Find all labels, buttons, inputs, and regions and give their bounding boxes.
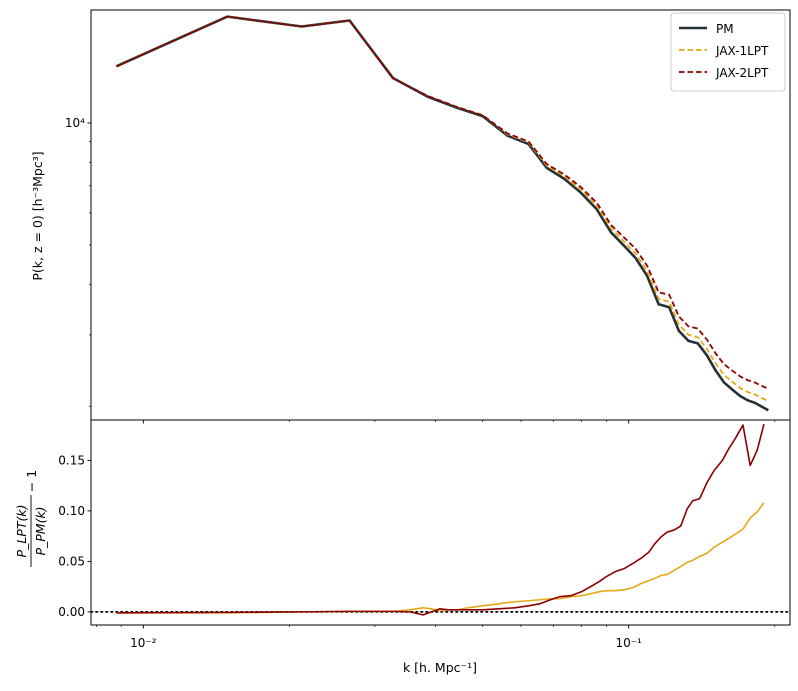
legend-label-jax-1lpt: JAX-1LPT [715,44,769,58]
bottom-ytick-label: 0.10 [58,504,85,518]
bottom-plot-frame [90,419,791,626]
bottom-ylabel-suffix: − 1 [24,470,39,492]
bottom-ytick-label: 0.00 [58,605,85,619]
bottom-xtick-label: 10⁻² [130,636,157,650]
bottom-ytick-label: 0.15 [58,453,85,467]
top-ylabel: P(k, z = 0) [h⁻³Mpc³] [30,151,45,280]
bottom-xtick-label: 10⁻¹ [615,636,642,650]
legend-label-pm: PM [716,22,734,36]
xlabel: k [h. Mpc⁻¹] [403,660,477,675]
bottom-series-jax-1lpt [116,502,765,614]
bottom-ylabel: P_LPT(k) P_PM(k) − 1 [14,470,48,567]
bottom-series-jax-2lpt [116,423,765,616]
bottom-ylabel-denominator: P_PM(k) [33,506,48,555]
top-series-jax-2lpt [116,15,769,390]
legend-label-jax-2lpt: JAX-2LPT [715,66,769,80]
bottom-panel: 0.00 0.05 0.10 0.15 10⁻² 10⁻¹ [58,419,791,650]
bottom-ytick-label: 0.05 [58,554,85,568]
top-ytick-label: 10⁴ [65,116,85,130]
bottom-ylabel-numerator: P_LPT(k) [14,505,29,558]
legend: PM JAX-1LPT JAX-2LPT [670,12,786,92]
